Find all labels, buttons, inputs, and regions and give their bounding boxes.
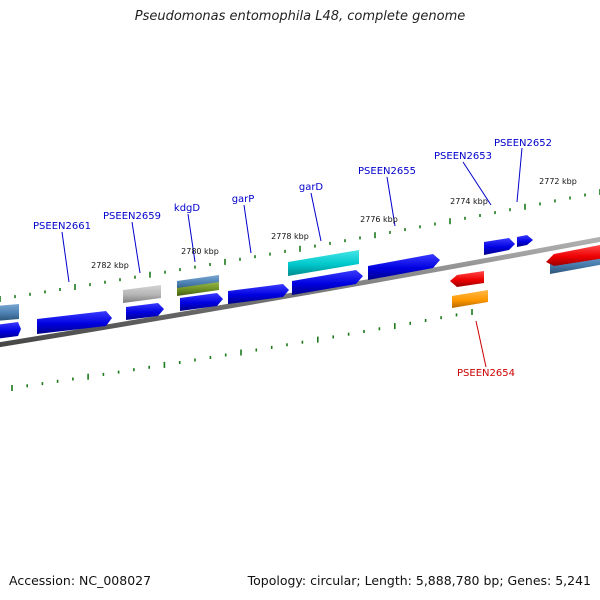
gene-box[interactable] (123, 285, 161, 303)
leader-line (131, 221, 141, 274)
gene-label[interactable]: PSEEN2653 (434, 151, 492, 162)
gene-label[interactable]: garD (299, 182, 324, 193)
kbp-label: 2778 kbp (271, 232, 309, 241)
leader-line (243, 204, 252, 254)
gene-arrow[interactable] (546, 245, 600, 266)
gene-box[interactable] (288, 250, 359, 276)
gene-label[interactable]: PSEEN2659 (103, 211, 161, 222)
accession-text: Accession: NC_008027 (9, 573, 152, 588)
leader-line (475, 320, 487, 368)
gene-label[interactable]: garP (232, 194, 255, 205)
gene-box[interactable] (177, 282, 219, 296)
gene-labels: PSEEN2661 PSEEN2659 kdgD garP garD PSEEN… (33, 138, 552, 379)
gene-box[interactable] (0, 304, 19, 321)
gene-arrow[interactable] (368, 254, 440, 280)
kbp-label: 2774 kbp (450, 197, 488, 206)
gene-arrow[interactable] (450, 271, 484, 287)
gene-label[interactable]: PSEEN2652 (494, 138, 552, 149)
gene-label[interactable]: PSEEN2654 (457, 368, 515, 379)
tick-tracks (0, 189, 600, 391)
kbp-label: 2776 kbp (360, 215, 398, 224)
gene-arrow[interactable] (126, 303, 164, 320)
kbp-labels: 2782 kbp 2780 kbp 2778 kbp 2776 kbp 2774… (91, 177, 577, 270)
forward-genes (0, 235, 600, 339)
gene-arrow[interactable] (517, 235, 533, 247)
gene-arrow[interactable] (37, 311, 112, 334)
label-leaders (61, 147, 523, 368)
map-title: Pseudomonas entomophila L48, complete ge… (134, 9, 466, 24)
genome-summary-text: Topology: circular; Length: 5,888,780 bp… (247, 573, 591, 588)
leader-line (462, 161, 492, 206)
gene-arrow[interactable] (0, 322, 21, 339)
gene-arrow[interactable] (180, 293, 223, 311)
leader-line (61, 231, 70, 283)
gene-label[interactable]: kdgD (174, 203, 200, 214)
gene-arrow[interactable] (484, 238, 515, 255)
gene-arrow[interactable] (292, 270, 363, 295)
kbp-label: 2780 kbp (181, 247, 219, 256)
leader-line (516, 147, 523, 203)
kbp-label: 2772 kbp (539, 177, 577, 186)
gene-label[interactable]: PSEEN2661 (33, 221, 91, 232)
kbp-label: 2782 kbp (91, 261, 129, 270)
leader-line (386, 176, 396, 227)
leader-line (187, 213, 196, 263)
gene-box[interactable] (177, 275, 219, 290)
leader-line (310, 192, 322, 242)
gene-box[interactable] (452, 290, 488, 308)
gene-label[interactable]: PSEEN2655 (358, 166, 416, 177)
gene-arrow[interactable] (228, 284, 289, 304)
reverse-genes (450, 245, 600, 308)
